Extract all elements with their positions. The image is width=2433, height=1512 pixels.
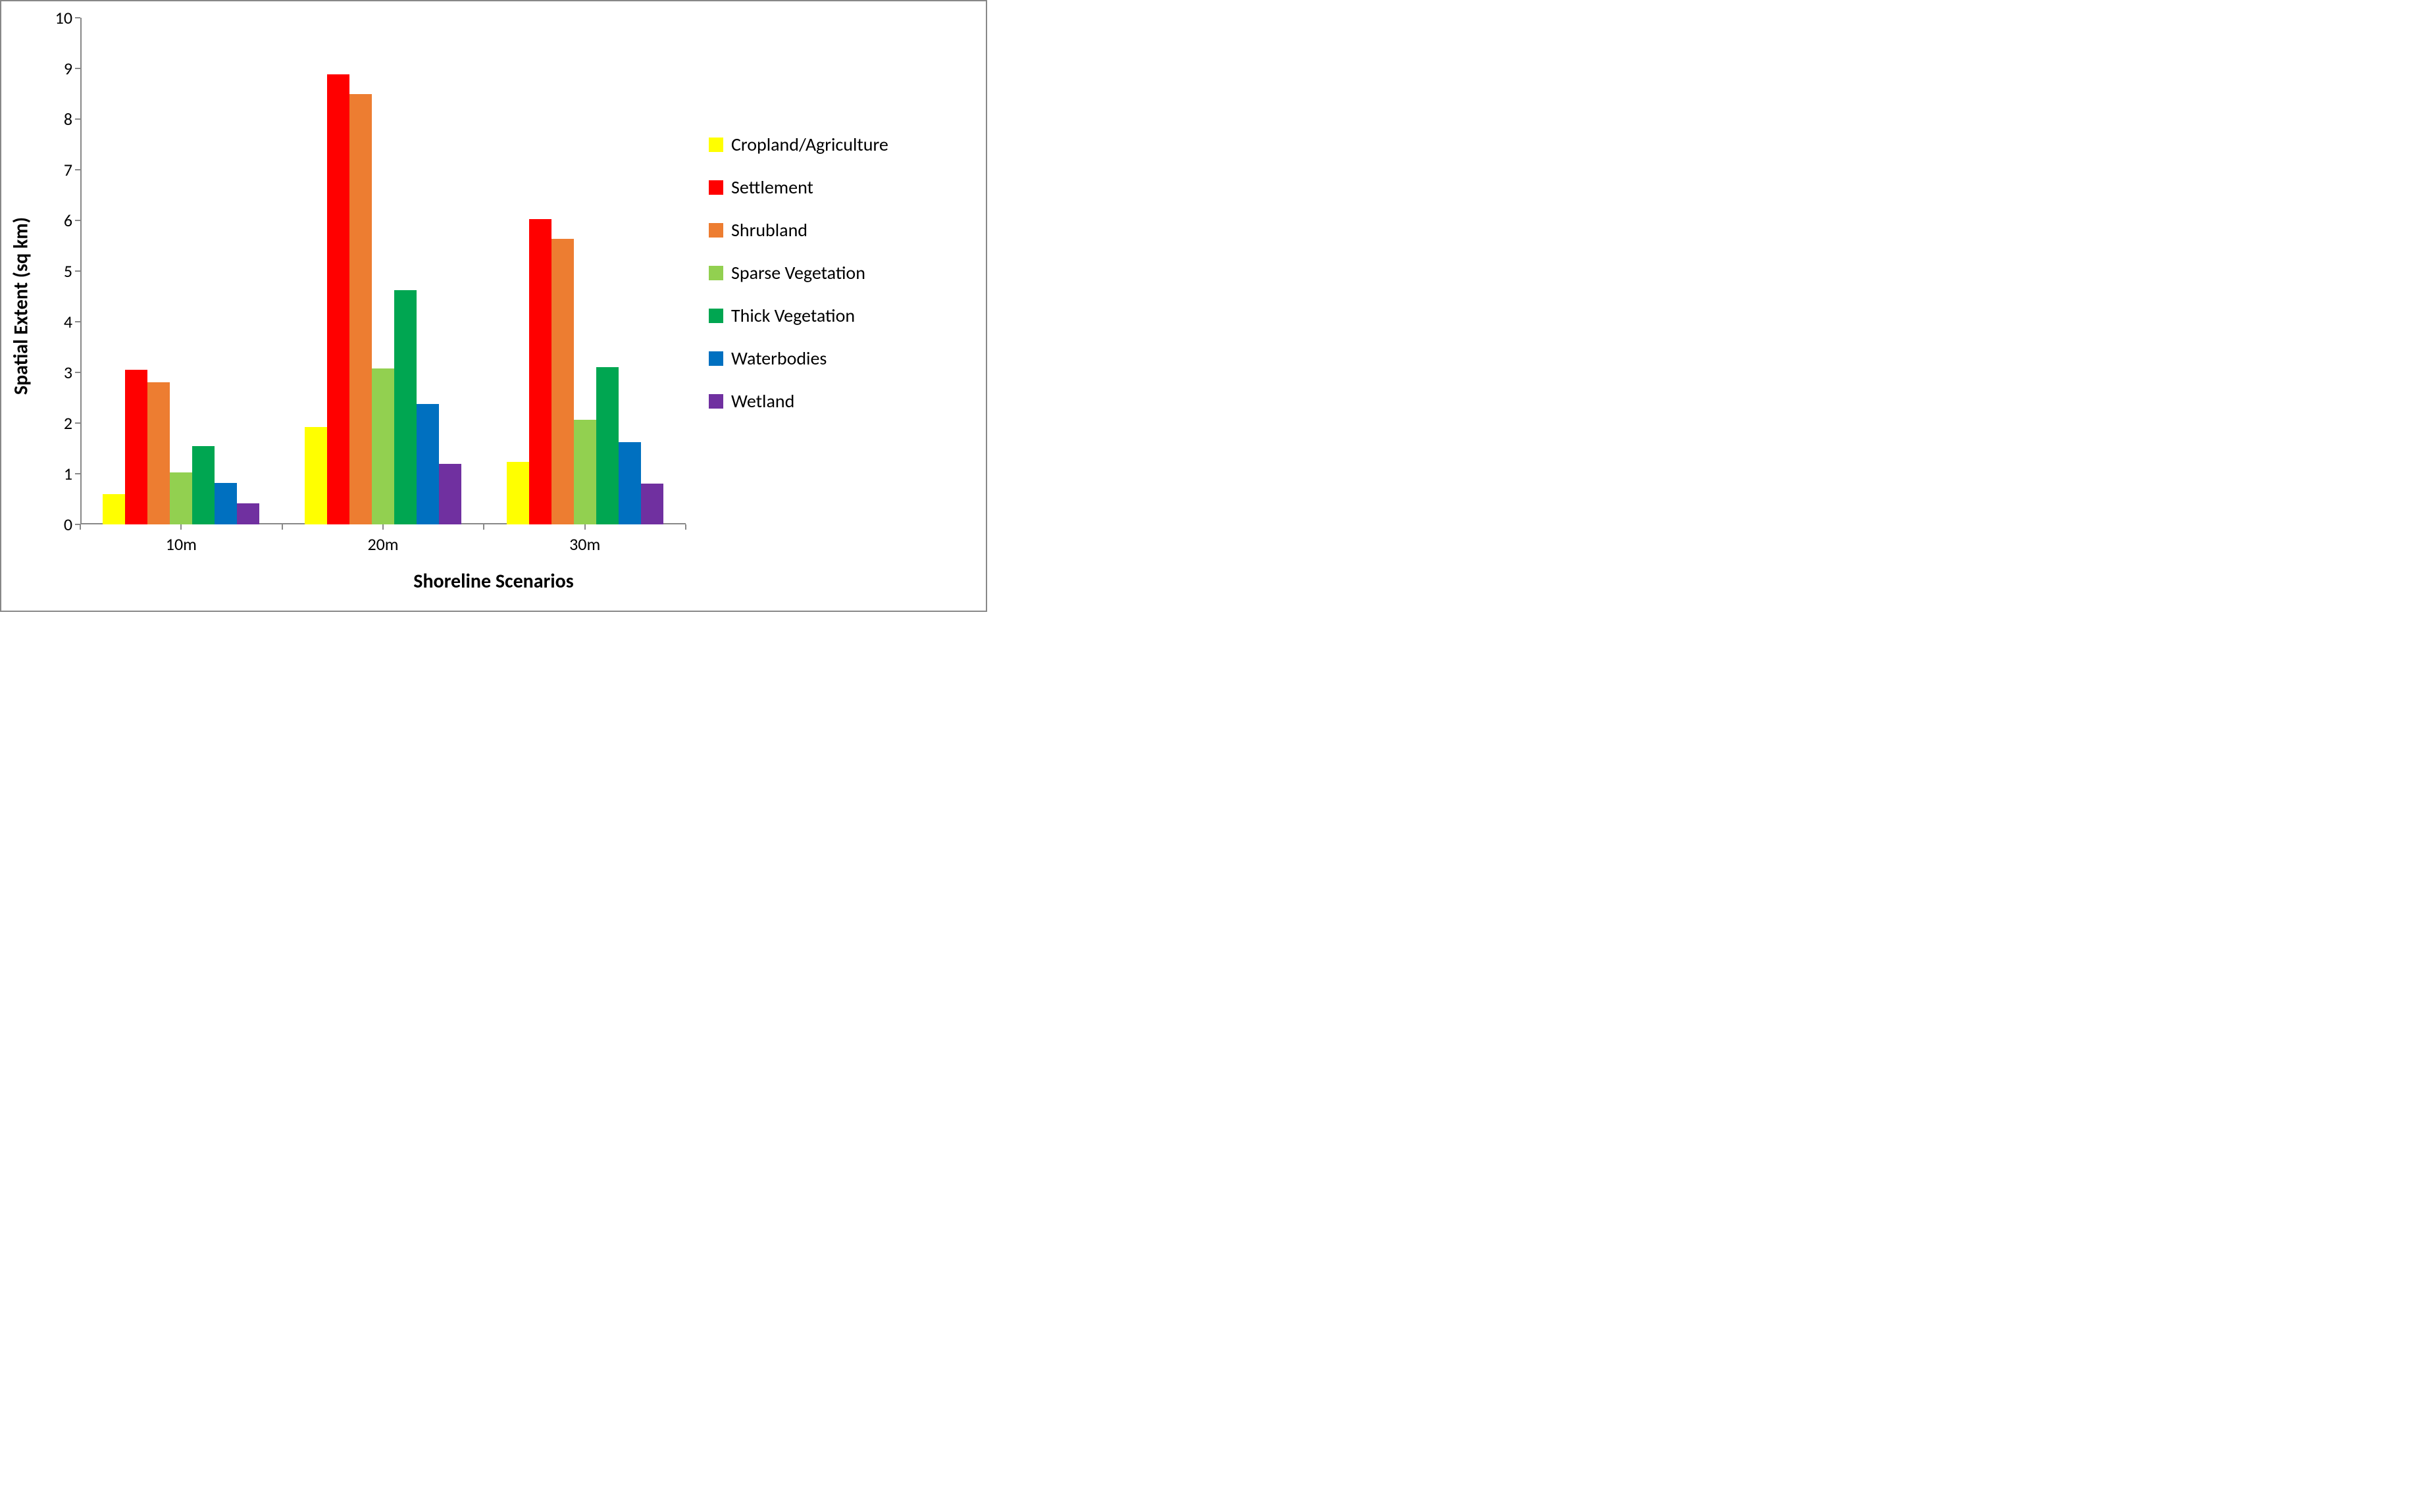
y-tick-label: 0 xyxy=(64,514,72,535)
legend-item: Thick Vegetation xyxy=(709,304,888,327)
legend-label: Sparse Vegetation xyxy=(731,261,865,284)
x-tick xyxy=(685,524,686,530)
legend-item: Wetland xyxy=(709,390,888,413)
chart-container: Spatial Extent (sq km) 01234567891010m20… xyxy=(0,0,987,612)
bar xyxy=(237,503,259,524)
bar xyxy=(372,368,394,524)
bar xyxy=(215,483,237,524)
x-tick xyxy=(483,524,484,530)
x-tick xyxy=(382,524,384,530)
y-tick xyxy=(75,270,80,272)
y-tick xyxy=(75,473,80,474)
legend-label: Shrubland xyxy=(731,218,807,241)
x-tick-label: 30m xyxy=(569,534,600,555)
y-axis-line xyxy=(80,18,82,524)
legend-swatch xyxy=(709,266,723,280)
y-tick-label: 9 xyxy=(64,58,72,79)
legend-swatch xyxy=(709,351,723,366)
y-tick xyxy=(75,220,80,221)
bar xyxy=(349,94,372,525)
y-tick xyxy=(75,118,80,120)
x-tick xyxy=(180,524,182,530)
y-tick xyxy=(75,169,80,170)
bar xyxy=(507,462,529,524)
bar xyxy=(574,420,596,524)
bar xyxy=(641,484,663,524)
x-tick xyxy=(282,524,283,530)
bar xyxy=(327,74,349,524)
plot-area: 01234567891010m20m30m xyxy=(80,18,686,524)
bar xyxy=(192,446,215,524)
y-tick-label: 7 xyxy=(64,159,72,180)
bar xyxy=(551,239,574,524)
bar xyxy=(125,370,147,524)
y-tick xyxy=(75,321,80,322)
legend-item: Cropland/Agriculture xyxy=(709,133,888,156)
y-tick-label: 8 xyxy=(64,109,72,130)
bar xyxy=(147,382,170,524)
x-tick-label: 20m xyxy=(367,534,398,555)
x-tick-label: 10m xyxy=(166,534,197,555)
x-tick xyxy=(80,524,81,530)
legend-item: Settlement xyxy=(709,176,888,199)
legend-item: Shrubland xyxy=(709,218,888,241)
bar xyxy=(619,442,641,524)
legend: Cropland/Agriculture Settlement Shrubland S… xyxy=(709,133,888,432)
bar xyxy=(439,464,461,524)
legend-label: Settlement xyxy=(731,176,813,199)
y-axis-title: Spatial Extent (sq km) xyxy=(9,217,34,395)
y-tick xyxy=(75,422,80,424)
legend-item: Sparse Vegetation xyxy=(709,261,888,284)
y-tick-label: 10 xyxy=(55,7,72,28)
y-tick xyxy=(75,372,80,373)
x-tick xyxy=(584,524,586,530)
legend-swatch xyxy=(709,309,723,323)
legend-swatch xyxy=(709,138,723,152)
y-tick-label: 5 xyxy=(64,261,72,282)
legend-swatch xyxy=(709,223,723,238)
legend-label: Cropland/Agriculture xyxy=(731,133,888,156)
bar xyxy=(103,494,125,524)
legend-label: Thick Vegetation xyxy=(731,304,855,327)
bar xyxy=(596,367,619,524)
bar xyxy=(394,290,417,524)
x-axis-title: Shoreline Scenarios xyxy=(413,569,573,593)
bar xyxy=(529,219,551,524)
y-tick-label: 1 xyxy=(64,463,72,484)
bar xyxy=(305,427,327,524)
y-tick xyxy=(75,68,80,69)
y-tick-label: 2 xyxy=(64,413,72,434)
y-tick-label: 4 xyxy=(64,311,72,332)
bar xyxy=(417,404,439,524)
y-tick xyxy=(75,17,80,18)
legend-label: Wetland xyxy=(731,390,794,413)
legend-swatch xyxy=(709,394,723,409)
bar xyxy=(170,472,192,524)
legend-swatch xyxy=(709,180,723,195)
legend-label: Waterbodies xyxy=(731,347,827,370)
y-tick-label: 6 xyxy=(64,210,72,231)
y-tick-label: 3 xyxy=(64,362,72,383)
legend-item: Waterbodies xyxy=(709,347,888,370)
